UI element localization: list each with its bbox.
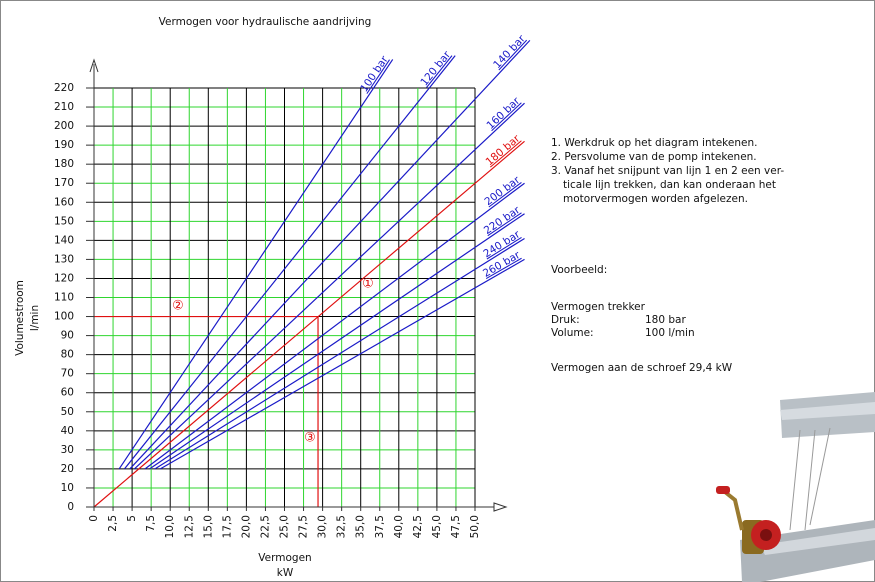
x-axis-label: Vermogen <box>258 552 311 564</box>
winch-hub <box>760 529 772 541</box>
y-tick-label: 180 <box>54 158 74 170</box>
marker: ② <box>172 299 184 314</box>
x-axis-label: kW <box>277 567 294 579</box>
x-tick-label: 42,5 <box>412 515 424 538</box>
y-tick-label: 50 <box>61 406 74 418</box>
y-tick-label: 90 <box>61 330 74 342</box>
x-axis-arrow <box>493 502 508 512</box>
result: Vermogen aan de schroef 29,4 kW <box>551 362 733 374</box>
crank <box>723 490 744 531</box>
example-heading: Vermogen trekker <box>551 301 646 313</box>
step: motorvermogen worden afgelezen. <box>563 193 748 205</box>
x-tick-label: 20,0 <box>240 515 252 538</box>
y-tick-label: 100 <box>54 311 74 323</box>
series-line <box>124 55 456 470</box>
x-tick-label: 27,5 <box>298 515 310 538</box>
x-tick-label: 30,0 <box>317 515 329 538</box>
y-tick-label: 150 <box>54 215 74 227</box>
y-tick-label: 0 <box>67 501 74 513</box>
cable <box>804 429 816 531</box>
series-line <box>118 59 394 470</box>
row-label: Druk: <box>551 314 580 326</box>
cable <box>809 427 831 526</box>
y-tick-label: 170 <box>54 177 74 189</box>
step: 3. Vanaf het snijpunt van lijn 1 en 2 ee… <box>551 165 784 177</box>
series-line <box>149 213 525 470</box>
cable <box>789 429 801 531</box>
y-axis-label: l/min <box>29 305 41 331</box>
row-label: Volume: <box>551 327 594 339</box>
beam <box>780 402 875 420</box>
step: 2. Persvolume van de pomp intekenen. <box>551 151 757 163</box>
y-tick-label: 110 <box>54 292 74 304</box>
marker: ① <box>362 277 374 292</box>
y-tick-label: 80 <box>61 349 74 361</box>
x-tick-label: 35,0 <box>355 515 367 538</box>
y-axis-arrow <box>89 58 99 73</box>
y-tick-label: 70 <box>61 368 74 380</box>
y-tick-label: 200 <box>54 120 74 132</box>
row-value: 180 bar <box>645 314 686 326</box>
x-tick-label: 0 <box>88 515 100 522</box>
step: ticale lijn trekken, dan kan onderaan he… <box>563 179 776 191</box>
x-tick-label: 17,5 <box>221 515 233 538</box>
series-line <box>129 39 531 470</box>
x-tick-label: 7,5 <box>145 515 157 532</box>
y-axis-label: Volumestroom <box>14 280 26 356</box>
series-line <box>133 102 525 470</box>
example-title: Voorbeeld: <box>551 264 607 276</box>
x-tick-label: 2,5 <box>107 515 119 532</box>
x-tick-label: 15,0 <box>202 515 214 538</box>
x-tick-label: 32,5 <box>336 515 348 538</box>
x-tick-label: 47,5 <box>450 515 462 538</box>
x-tick-label: 50,0 <box>469 515 481 538</box>
y-tick-label: 30 <box>61 444 74 456</box>
x-tick-label: 5 <box>126 515 138 522</box>
x-tick-label: 45,0 <box>431 515 443 538</box>
series-line <box>154 237 525 470</box>
y-tick-label: 130 <box>54 253 74 265</box>
y-tick-label: 40 <box>61 425 74 437</box>
x-tick-label: 40,0 <box>393 515 405 538</box>
y-tick-label: 10 <box>61 482 74 494</box>
x-tick-label: 25,0 <box>279 515 291 538</box>
row-value: 100 l/min <box>645 327 695 339</box>
handle <box>716 486 730 494</box>
y-tick-label: 210 <box>54 101 74 113</box>
marker: ③ <box>304 431 316 446</box>
y-tick-label: 220 <box>54 82 74 94</box>
chart-title: Vermogen voor hydraulische aandrijving <box>159 16 372 28</box>
y-tick-label: 160 <box>54 196 74 208</box>
x-tick-label: 22,5 <box>259 515 271 538</box>
series-line <box>159 258 525 470</box>
photo <box>716 392 875 582</box>
step: 1. Werkdruk op het diagram intekenen. <box>551 137 757 149</box>
notes: 1. Werkdruk op het diagram intekenen. 2.… <box>551 137 784 374</box>
series-line <box>93 140 525 508</box>
beam <box>760 528 875 555</box>
x-tick-label: 12,5 <box>183 515 195 538</box>
x-tick-label: 37,5 <box>374 515 386 538</box>
y-tick-label: 140 <box>54 234 74 246</box>
series-line <box>144 182 525 470</box>
y-tick-label: 60 <box>61 387 74 399</box>
y-tick-label: 20 <box>61 463 74 475</box>
y-tick-label: 190 <box>54 139 74 151</box>
y-tick-label: 120 <box>54 272 74 284</box>
x-tick-label: 10,0 <box>164 515 176 538</box>
